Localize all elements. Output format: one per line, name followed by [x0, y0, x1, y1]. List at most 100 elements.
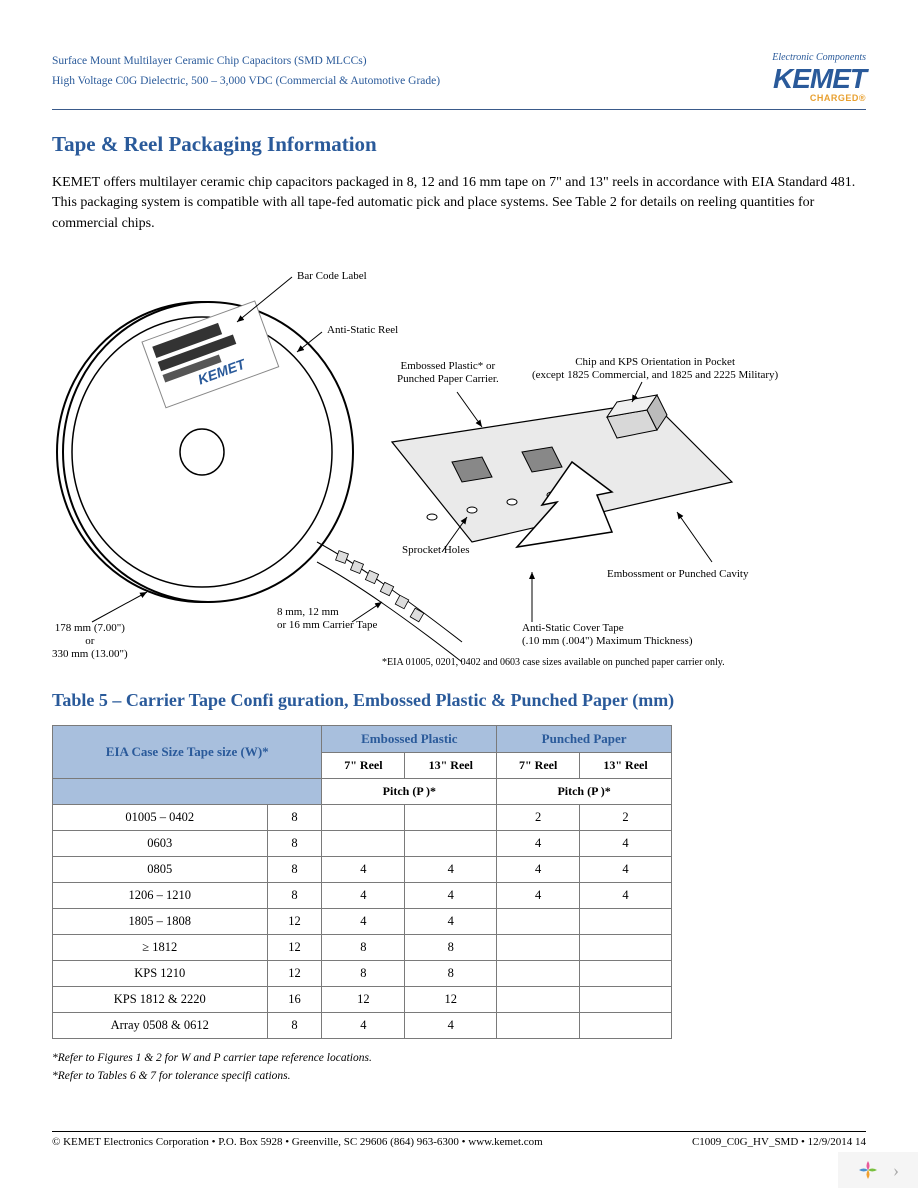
table-cell: 4: [405, 1012, 497, 1038]
header-line1: Surface Mount Multilayer Ceramic Chip Ca…: [52, 52, 440, 72]
page-header: Surface Mount Multilayer Ceramic Chip Ca…: [52, 52, 866, 110]
header-subtitle: Surface Mount Multilayer Ceramic Chip Ca…: [52, 52, 440, 91]
table-cell: 4: [405, 882, 497, 908]
table-cell: 0603: [53, 830, 268, 856]
kemet-logo: KEMET: [772, 65, 866, 93]
table-cell: 12: [267, 960, 322, 986]
table-cell: KPS 1812 & 2220: [53, 986, 268, 1012]
nav-widget[interactable]: ›: [838, 1152, 918, 1188]
table-row: 06038 44: [53, 830, 672, 856]
table-cell: [497, 934, 580, 960]
label-cover-tape: Anti-Static Cover Tape (.10 mm (.004") M…: [522, 622, 693, 648]
table-cell: [580, 934, 672, 960]
label-embossed: Embossed Plastic* or Punched Paper Carri…: [397, 360, 499, 386]
table-cell: 4: [322, 908, 405, 934]
table-row: 1805 – 18081244: [53, 908, 672, 934]
footer-left: © KEMET Electronics Corporation • P.O. B…: [52, 1136, 543, 1148]
col-pun-7: 7" Reel: [497, 752, 580, 778]
footnotes: *Refer to Figures 1 & 2 for W and P carr…: [52, 1049, 866, 1086]
page-footer: © KEMET Electronics Corporation • P.O. B…: [52, 1131, 866, 1148]
col-pitch-pun: Pitch (P )*: [497, 778, 672, 804]
table-cell: 4: [497, 856, 580, 882]
table-row: 080584444: [53, 856, 672, 882]
table-cell: 8: [267, 856, 322, 882]
table-cell: 8: [405, 960, 497, 986]
table-cell: [580, 908, 672, 934]
section-title: Tape & Reel Packaging Information: [52, 132, 866, 157]
table-cell: Array 0508 & 0612: [53, 1012, 268, 1038]
diagram-svg: KEMET: [52, 252, 866, 672]
table-cell: 8: [267, 1012, 322, 1038]
col-embossed: Embossed Plastic: [322, 725, 497, 752]
table-cell: 8: [267, 804, 322, 830]
table-cell: 1805 – 1808: [53, 908, 268, 934]
brand-tagline: CHARGED®: [772, 93, 866, 103]
col-pun-13: 13" Reel: [580, 752, 672, 778]
label-eia-note: *EIA 01005, 0201, 0402 and 0603 case siz…: [382, 657, 725, 669]
label-chip-orientation: Chip and KPS Orientation in Pocket (exce…: [532, 356, 778, 382]
footer-right: C1009_C0G_HV_SMD • 12/9/2014 14: [692, 1136, 866, 1148]
table-cell: [580, 960, 672, 986]
table-cell: 1206 – 1210: [53, 882, 268, 908]
table-cell: 12: [267, 934, 322, 960]
table-row: 1206 – 121084444: [53, 882, 672, 908]
brand-block: Electronic Components KEMET CHARGED®: [772, 52, 866, 103]
col-pitch-emb: Pitch (P )*: [322, 778, 497, 804]
table-cell: 4: [322, 1012, 405, 1038]
col-emb-13: 13" Reel: [405, 752, 497, 778]
table-cell: 2: [580, 804, 672, 830]
table-cell: 12: [322, 986, 405, 1012]
table-row: 01005 – 04028 22: [53, 804, 672, 830]
table-cell: 4: [580, 830, 672, 856]
col-emb-7: 7" Reel: [322, 752, 405, 778]
petal-icon: [857, 1159, 879, 1181]
col-punched: Punched Paper: [497, 725, 672, 752]
table-cell: 4: [322, 882, 405, 908]
col-case-size: EIA Case Size Tape size (W)*: [53, 725, 322, 778]
table-cell: 4: [405, 908, 497, 934]
table-cell: 4: [580, 856, 672, 882]
label-reel-dim: 178 mm (7.00") or 330 mm (13.00"): [52, 622, 128, 662]
intro-paragraph: KEMET offers multilayer ceramic chip cap…: [52, 173, 866, 234]
table-title: Table 5 – Carrier Tape Confi guration, E…: [52, 690, 866, 711]
table-cell: 8: [322, 960, 405, 986]
carrier-tape-table: EIA Case Size Tape size (W)* Embossed Pl…: [52, 725, 672, 1039]
table-cell: 01005 – 0402: [53, 804, 268, 830]
table-cell: 4: [405, 856, 497, 882]
table-cell: 0805: [53, 856, 268, 882]
table-cell: 12: [405, 986, 497, 1012]
header-line2: High Voltage C0G Dielectric, 500 – 3,000…: [52, 72, 440, 92]
footnote-2: *Refer to Tables 6 & 7 for tolerance spe…: [52, 1067, 866, 1085]
table-cell: [497, 908, 580, 934]
table-cell: 8: [267, 882, 322, 908]
table-row: Array 0508 & 0612844: [53, 1012, 672, 1038]
table-cell: 12: [267, 908, 322, 934]
table-cell: 4: [497, 830, 580, 856]
table-cell: 4: [497, 882, 580, 908]
table-row: ≥ 18121288: [53, 934, 672, 960]
label-carrier-tape: 8 mm, 12 mm or 16 mm Carrier Tape: [277, 606, 377, 632]
packaging-diagram: KEMET: [52, 252, 866, 672]
table-cell: 8: [322, 934, 405, 960]
table-cell: [322, 804, 405, 830]
label-antistatic-reel: Anti-Static Reel: [327, 324, 398, 337]
table-cell: [497, 986, 580, 1012]
table-cell: KPS 1210: [53, 960, 268, 986]
table-cell: 2: [497, 804, 580, 830]
table-cell: [322, 830, 405, 856]
chevron-right-icon[interactable]: ›: [893, 1160, 899, 1181]
label-sprocket: Sprocket Holes: [402, 544, 470, 557]
table-row: KPS 12101288: [53, 960, 672, 986]
table-cell: 4: [580, 882, 672, 908]
label-barcode: Bar Code Label: [297, 270, 367, 283]
brand-subtitle: Electronic Components: [772, 52, 866, 63]
table-cell: [497, 1012, 580, 1038]
table-cell: 8: [267, 830, 322, 856]
table-cell: 8: [405, 934, 497, 960]
table-cell: [405, 804, 497, 830]
table-row: KPS 1812 & 2220161212: [53, 986, 672, 1012]
table-cell: 4: [322, 856, 405, 882]
table-cell: [580, 986, 672, 1012]
label-embossment: Embossment or Punched Cavity: [607, 568, 748, 581]
table-cell: [405, 830, 497, 856]
